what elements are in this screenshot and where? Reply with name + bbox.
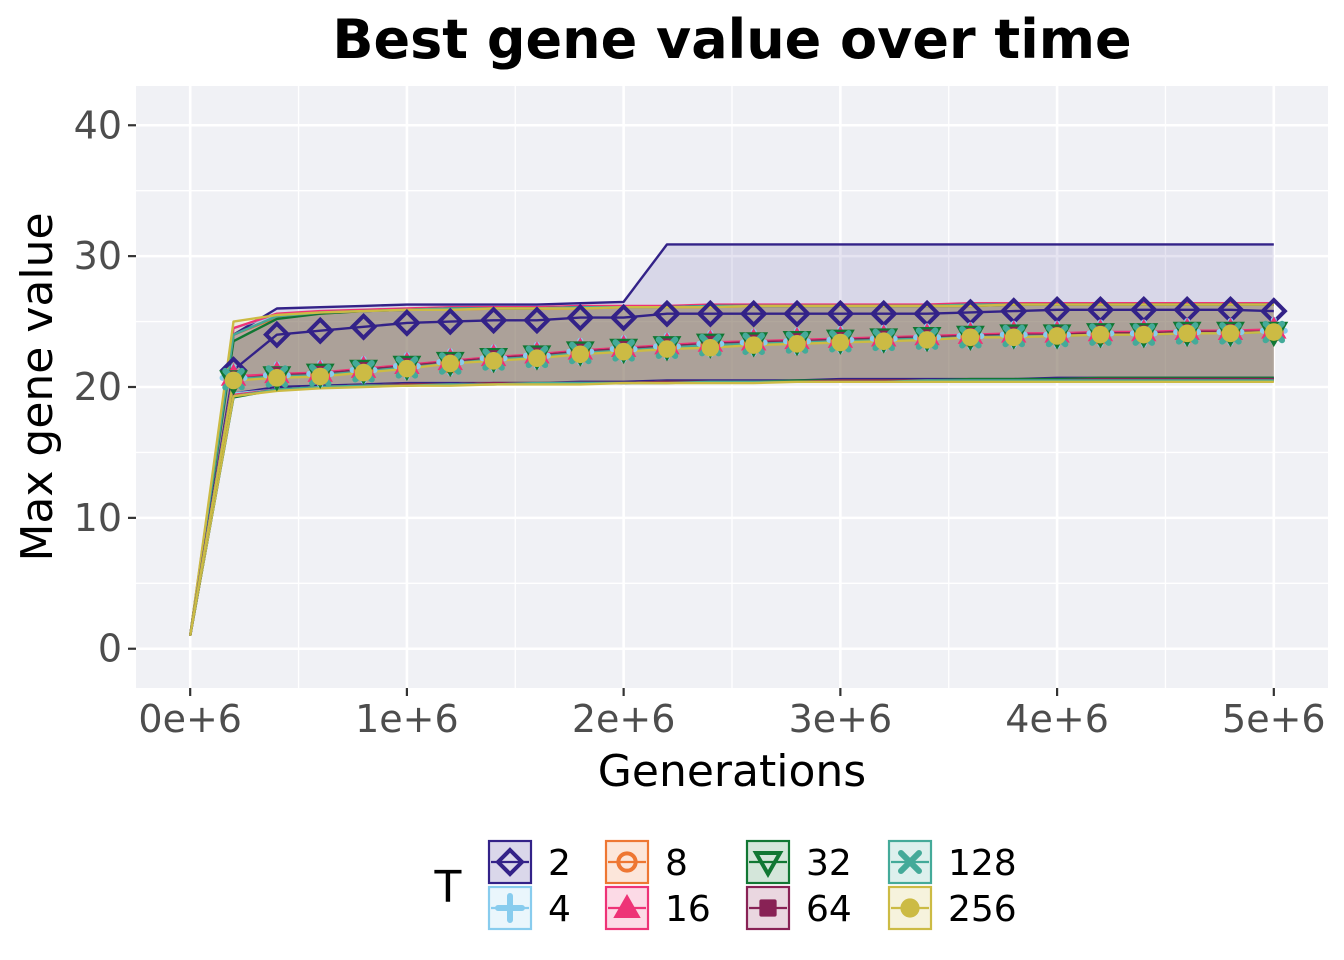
marker-2	[436, 307, 465, 336]
upper-line-16	[189, 302, 1274, 636]
marker-256	[961, 328, 980, 347]
marker-256	[874, 332, 893, 350]
band-32	[190, 304, 1274, 636]
marker-2	[523, 306, 551, 335]
legend-key-2	[487, 839, 533, 885]
legend-key-32	[745, 839, 791, 885]
marker-2	[349, 312, 378, 341]
upper-line-2	[189, 243, 1274, 636]
marker-2	[826, 299, 855, 328]
legend-label-256: 256	[948, 889, 1017, 930]
legend-label-16: 16	[665, 889, 711, 930]
band-128	[190, 304, 1274, 636]
y-tick-label: 20	[74, 365, 122, 409]
legend-marker-8	[616, 851, 638, 873]
legend-label-32: 32	[806, 843, 852, 884]
marker-256	[1134, 325, 1153, 344]
marker-256	[224, 371, 243, 390]
y-axis-title: Max gene value	[12, 212, 63, 561]
marker-256	[398, 359, 416, 378]
legend-marker-4	[495, 893, 525, 923]
x-axis: 0e+6 1e+6 2e+6 3e+6 4e+6 5e+6	[138, 688, 1326, 741]
marker-256	[744, 336, 763, 354]
legend-key-256	[887, 885, 933, 931]
marker-256	[311, 367, 330, 386]
marker-256	[918, 331, 936, 349]
x-tick-label: 3e+6	[789, 697, 893, 741]
lower-line-256	[189, 380, 1274, 636]
y-tick-label: 30	[74, 234, 122, 278]
legend-label-64: 64	[806, 889, 852, 930]
legend-label-128: 128	[948, 843, 1017, 884]
legend-marker-2	[495, 847, 525, 877]
legend-label-4: 4	[548, 889, 571, 930]
marker-256	[788, 335, 806, 353]
marker-256	[528, 349, 546, 368]
band-64	[190, 304, 1274, 636]
y-tick-label: 10	[74, 496, 122, 540]
legend-key-64	[745, 885, 791, 931]
marker-2	[609, 303, 638, 332]
series-markers	[219, 295, 1289, 396]
y-tick-label: 40	[74, 103, 122, 147]
marker-2	[696, 299, 725, 328]
x-axis-title: Generations	[598, 746, 866, 797]
marker-256	[484, 352, 503, 370]
grid	[136, 86, 1328, 688]
band-8	[190, 304, 1274, 636]
marker-256	[1221, 324, 1240, 343]
legend-marker-256	[900, 898, 920, 918]
marker-2	[306, 316, 335, 345]
marker-256	[354, 363, 373, 382]
marker-2	[263, 320, 291, 349]
legend-key-4	[487, 885, 533, 931]
y-axis: 0 10 20 30 40	[74, 103, 136, 671]
x-tick-label: 0e+6	[138, 697, 242, 741]
x-tick-label: 4e+6	[1005, 697, 1109, 741]
marker-2	[479, 306, 508, 335]
chart-title: Best gene value over time	[332, 8, 1131, 71]
marker-256	[1265, 323, 1283, 341]
legend-label-8: 8	[665, 843, 688, 884]
marker-256	[1048, 327, 1066, 345]
marker-2	[566, 303, 595, 332]
legend-marker-128	[898, 850, 922, 874]
marker-256	[1091, 325, 1110, 344]
legend-label-2: 2	[548, 843, 571, 884]
x-tick-label: 2e+6	[572, 697, 676, 741]
x-tick-label: 5e+6	[1222, 697, 1326, 741]
marker-256	[1178, 324, 1196, 343]
band-16	[190, 303, 1274, 636]
y-tick-label: 0	[98, 627, 122, 671]
band-4	[190, 304, 1274, 636]
legend-marker-32	[752, 851, 784, 879]
marker-256	[268, 369, 286, 387]
marker-256	[441, 354, 460, 373]
line-2	[189, 308, 1274, 636]
band-256	[190, 304, 1274, 636]
legend-marker-16	[613, 893, 641, 918]
marker-2	[393, 309, 421, 337]
marker-2	[653, 299, 681, 328]
legend-marker-64	[759, 899, 777, 917]
marker-256	[614, 342, 633, 361]
marker-256	[701, 338, 720, 357]
x-tick-label: 1e+6	[355, 697, 459, 741]
marker-2	[783, 299, 811, 328]
legend-key-16	[604, 885, 650, 931]
legend-key-128	[887, 839, 933, 885]
legend-title: T	[434, 862, 462, 913]
legend-key-8	[604, 839, 650, 885]
marker-256	[571, 345, 590, 364]
marker-256	[658, 340, 676, 358]
legend: T 2 4 8 16 32 64 128 256	[434, 839, 1017, 931]
marker-2	[739, 299, 768, 328]
marker-256	[1004, 328, 1023, 347]
marker-256	[831, 333, 850, 352]
